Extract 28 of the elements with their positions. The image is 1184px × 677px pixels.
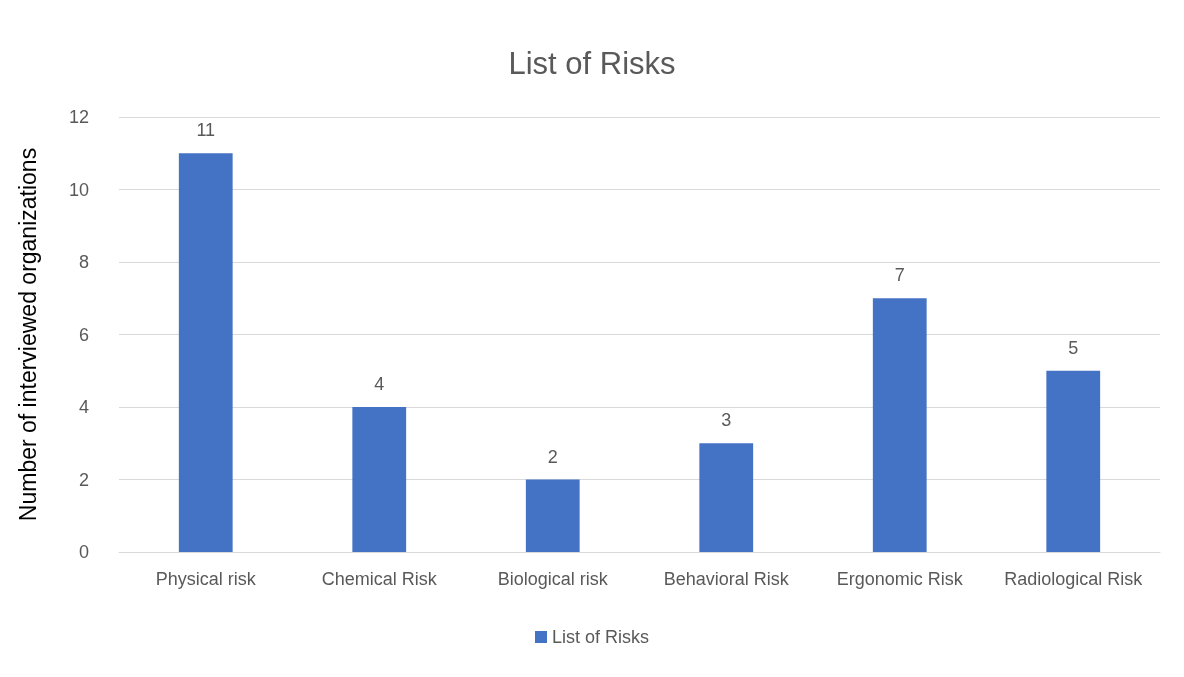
data-label: 7 [894,265,905,286]
chart-title: List of Risks [508,46,676,81]
bar [1046,370,1101,552]
data-label: 5 [1068,337,1079,358]
y-tick-label: 0 [78,542,89,562]
y-tick-label: 12 [68,107,89,127]
bar [525,479,580,552]
y-axis-title: Number of interviewed organizations [14,147,41,522]
y-tick-label: 10 [68,179,89,200]
bar [352,407,407,552]
y-tick-label: 2 [78,469,89,490]
y-tick-label: 8 [78,252,89,272]
x-tick-label: Physical risk [155,569,257,589]
x-tick-label: Radiological Risk [1004,569,1144,589]
legend-label: List of Risks [551,627,650,647]
x-tick-label: Chemical Risk [321,569,438,589]
y-tick-label: 4 [78,397,89,417]
y-tick-label: 6 [78,324,89,345]
data-label: 2 [547,446,558,467]
x-tick-label: Behavioral Risk [663,569,790,589]
bar [872,298,927,552]
data-label: 3 [721,410,732,431]
data-label: 4 [374,374,385,394]
x-tick-label: Ergonomic Risk [836,569,964,589]
bar [699,443,754,552]
data-label: 11 [196,120,216,141]
x-tick-label: Biological risk [497,569,609,589]
bar [178,153,233,552]
